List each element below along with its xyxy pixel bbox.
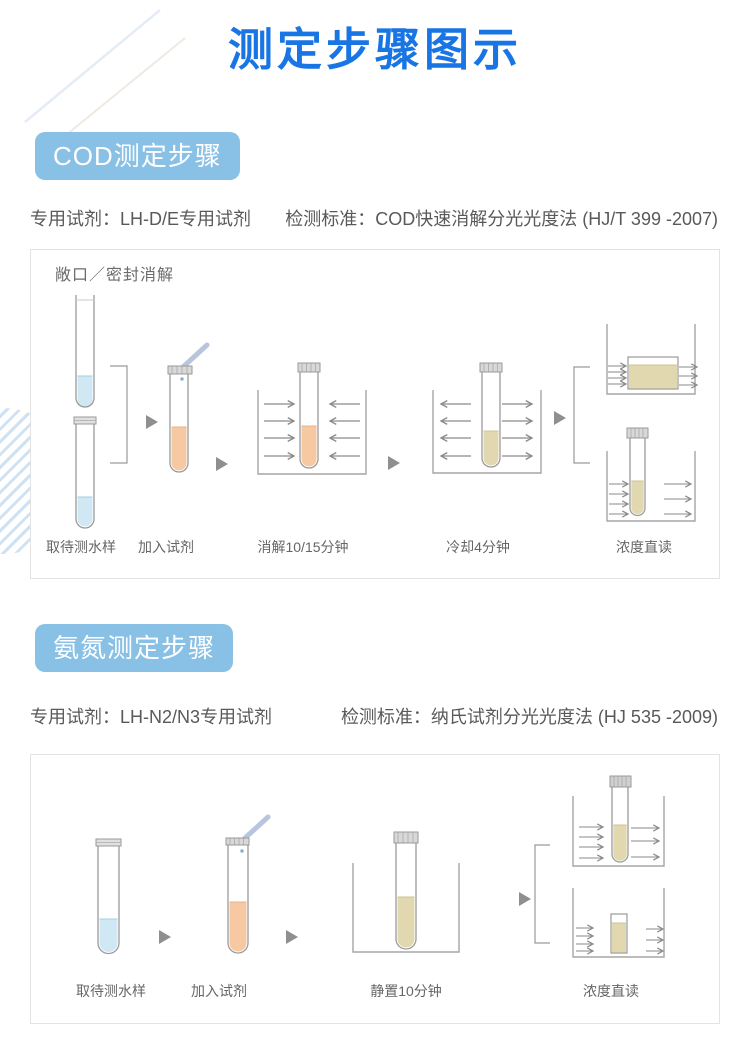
cod-diagram-graphic bbox=[73, 295, 699, 529]
digestion-heater-icon bbox=[257, 362, 367, 475]
options-bracket bbox=[573, 366, 590, 464]
ammonia-meta-row: 专用试剂：LH-N2/N3专用试剂 检测标准：纳氏试剂分光光度法 (HJ 535… bbox=[30, 705, 718, 729]
step-label: 冷却4分钟 bbox=[446, 539, 510, 556]
cod-standard-text: 检测标准：COD快速消解分光光度法 (HJ/T 399 -2007) bbox=[285, 209, 718, 230]
step-label: 取待测水样 bbox=[46, 539, 116, 556]
flow-arrow-icon bbox=[519, 892, 531, 907]
sample-tube-rimmed-icon bbox=[73, 416, 97, 529]
step-label: 加入试剂 bbox=[138, 539, 194, 556]
cod-diagram: 敞口／密封消解 取待测水样 加入试剂 消解10/15分钟 冷却4分钟 浓度直读 bbox=[30, 249, 720, 580]
flow-arrow-icon bbox=[388, 456, 400, 471]
flow-arrow-icon bbox=[216, 457, 228, 472]
reagent-tube-pipette-icon bbox=[167, 342, 210, 473]
ammonia-diagram-graphic bbox=[95, 775, 665, 958]
cod-diagram-note: 敞口／密封消解 bbox=[55, 267, 175, 285]
cod-section-badge: COD测定步骤 bbox=[35, 132, 240, 181]
step-label: 加入试剂 bbox=[191, 983, 247, 1000]
reading-cuvette-icon bbox=[572, 888, 665, 958]
page-title: 测定步骤图示 bbox=[227, 24, 522, 75]
light-beam-arrows-icon bbox=[609, 480, 693, 518]
options-bracket bbox=[534, 844, 550, 944]
reading-tube-icon bbox=[606, 427, 696, 522]
step-label: 静置10分钟 bbox=[370, 983, 442, 1000]
ammonia-reagent-text: 专用试剂：LH-N2/N3专用试剂 bbox=[30, 707, 273, 728]
step-label: 浓度直读 bbox=[616, 539, 672, 556]
grouping-bracket bbox=[110, 365, 128, 464]
heat-out-arrows-icon bbox=[439, 400, 534, 461]
step-label: 取待测水样 bbox=[76, 983, 146, 1000]
standing-beaker-icon bbox=[352, 831, 460, 953]
light-beam-arrows-icon bbox=[576, 924, 665, 955]
light-beam-arrows-icon bbox=[579, 823, 661, 862]
step-label: 浓度直读 bbox=[583, 983, 639, 1000]
step-label: 消解10/15分钟 bbox=[257, 539, 349, 556]
sample-tube-open-icon bbox=[75, 295, 95, 408]
corner-lines-decoration bbox=[24, 9, 186, 141]
reading-tube-icon bbox=[572, 775, 665, 867]
diagonal-line-icon bbox=[24, 9, 161, 123]
flow-arrow-icon bbox=[286, 930, 298, 945]
cooling-block-icon bbox=[432, 362, 542, 474]
cod-meta-row: 专用试剂：LH-D/E专用试剂 检测标准：COD快速消解分光光度法 (HJ/T … bbox=[30, 207, 718, 231]
heat-in-arrows-icon bbox=[264, 400, 360, 461]
light-beam-arrows-icon bbox=[608, 362, 699, 389]
flow-arrow-icon bbox=[159, 930, 171, 945]
reading-cuvette-icon bbox=[606, 324, 699, 395]
flow-arrow-icon bbox=[554, 411, 566, 426]
flow-arrow-icon bbox=[146, 415, 158, 430]
ammonia-section-badge: 氨氮测定步骤 bbox=[35, 624, 234, 673]
section-ammonia: 氨氮测定步骤 专用试剂：LH-N2/N3专用试剂 检测标准：纳氏试剂分光光度法 … bbox=[0, 579, 750, 1025]
ammonia-diagram: 取待测水样 加入试剂 静置10分钟 浓度直读 bbox=[30, 754, 720, 1025]
ammonia-standard-text: 检测标准：纳氏试剂分光光度法 (HJ 535 -2009) bbox=[340, 707, 718, 728]
diagonal-line-icon bbox=[59, 37, 186, 141]
sample-tube-rimmed-icon bbox=[95, 838, 122, 955]
reagent-tube-pipette-icon bbox=[225, 814, 271, 954]
cod-reagent-text: 专用试剂：LH-D/E专用试剂 bbox=[30, 209, 252, 230]
section-cod: COD测定步骤 专用试剂：LH-D/E专用试剂 检测标准：COD快速消解分光光度… bbox=[0, 78, 750, 580]
